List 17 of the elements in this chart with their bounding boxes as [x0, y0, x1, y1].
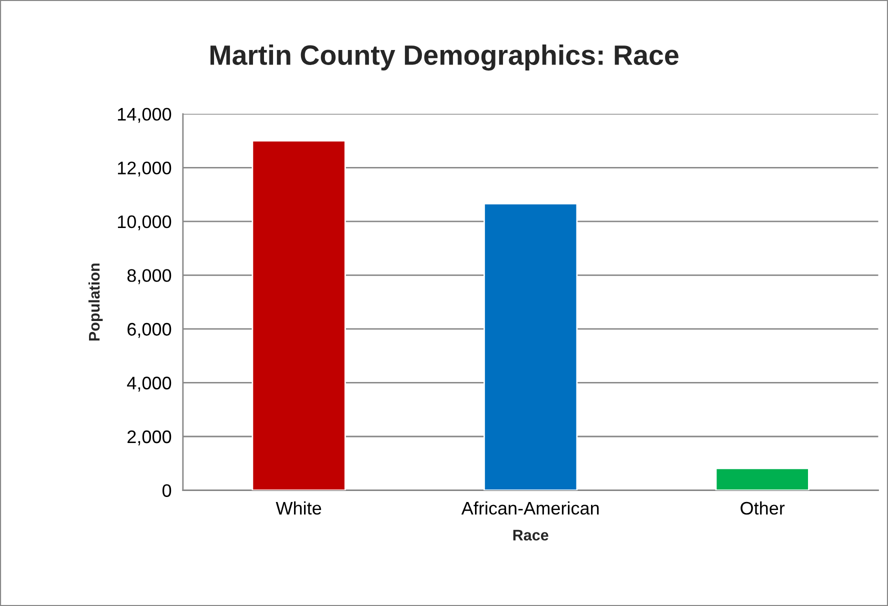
y-axis-title: Population	[88, 264, 103, 341]
y-tick-label: 14,000	[118, 108, 172, 123]
bar	[252, 140, 346, 490]
x-tick-label: White	[276, 501, 322, 515]
y-tick-label: 4,000	[127, 376, 172, 392]
y-tick-label: 12,000	[118, 162, 172, 177]
y-tick-label: 6,000	[128, 322, 172, 338]
bar	[484, 203, 578, 490]
y-tick-label: 10,000	[118, 215, 172, 230]
y-tick-label: 8,000	[127, 269, 172, 284]
chart-title: Martin County Demographics: Race	[210, 44, 678, 71]
x-tick-label: Other	[740, 501, 785, 515]
x-axis-title: Race	[513, 530, 548, 541]
y-tick-label: 2,000	[128, 430, 172, 446]
x-tick-label: African-American	[461, 501, 599, 515]
y-tick-label: 0	[162, 484, 172, 497]
bar	[715, 468, 810, 490]
